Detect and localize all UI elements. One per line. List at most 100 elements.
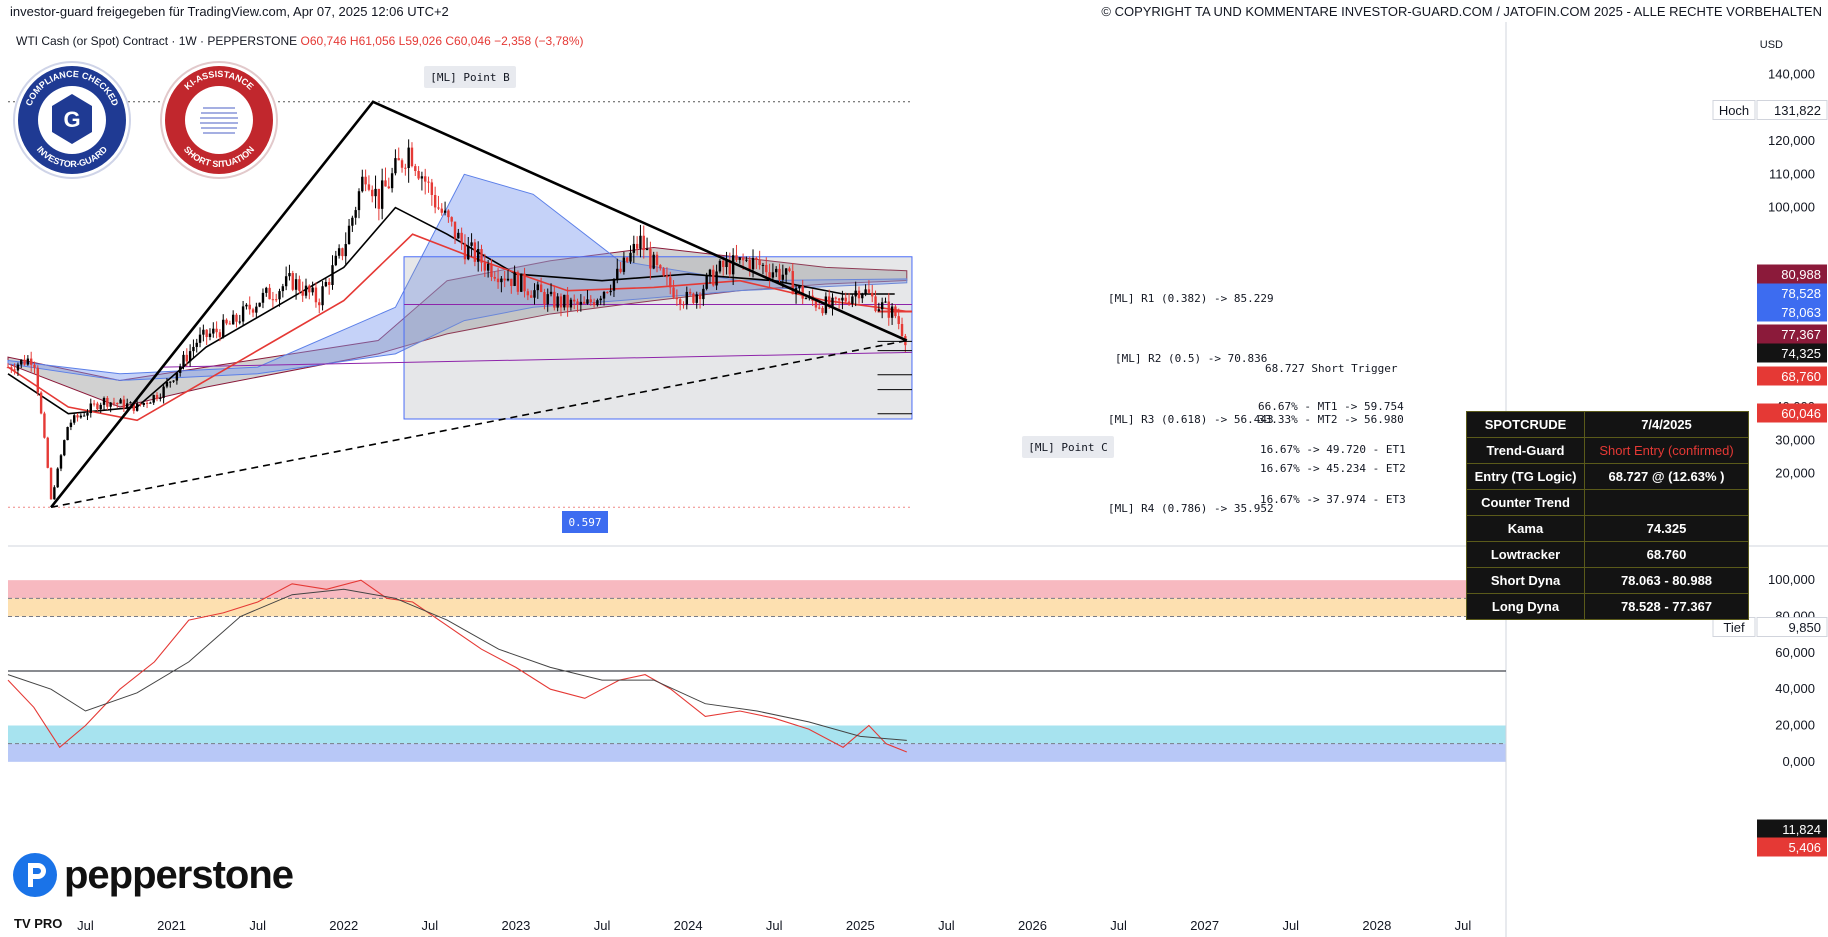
candle-body [397, 158, 400, 161]
candle-body [334, 255, 338, 266]
candle-body [361, 176, 364, 192]
candle-body [225, 319, 228, 324]
table-row: Entry (TG Logic) 68.727 @ (12.63% ) [1466, 463, 1749, 490]
price-tick-3: 100,000 [1768, 200, 1815, 215]
price-tag-4-bg [1757, 324, 1827, 344]
candle-body [308, 285, 311, 293]
candle-body [116, 403, 119, 405]
osc-tag-0-bg [1757, 819, 1827, 839]
candle-body [324, 282, 328, 287]
candle-body [404, 167, 407, 169]
candle-body [198, 334, 202, 343]
candle-body [463, 243, 467, 260]
series-kama-line [7, 206, 895, 415]
table-value: 7/4/2025 [1584, 411, 1749, 438]
candle-body [149, 402, 152, 404]
candle-body [503, 278, 506, 281]
candle-body [46, 437, 49, 468]
ml-r3-line [162, 351, 912, 368]
candle-body [698, 294, 702, 300]
candle-body [741, 257, 745, 261]
candle-body [344, 244, 347, 257]
table-key: Lowtracker [1466, 541, 1585, 568]
tradingview-pro-logo: TV PRO [14, 916, 63, 931]
candle-body [351, 217, 354, 226]
candle-body [380, 180, 384, 209]
candle-body [705, 275, 708, 289]
candle-body [79, 415, 83, 418]
candle-body [195, 342, 198, 347]
candle-body [427, 181, 430, 183]
table-key: Long Dyna [1466, 593, 1585, 620]
candle-body [433, 195, 437, 208]
candle-body [205, 329, 208, 338]
osc-band-2 [8, 725, 1506, 744]
candle-body [622, 257, 626, 272]
candle-body [321, 286, 324, 306]
candle-body [748, 259, 751, 270]
osc-band-0 [8, 580, 1506, 599]
candle-body [632, 243, 636, 253]
candle-body [894, 306, 897, 317]
candle-body [642, 235, 645, 251]
candle-body [556, 296, 559, 308]
candle-body [165, 381, 169, 387]
candle-body [841, 297, 844, 301]
candle-body [155, 394, 159, 399]
candle-body [526, 291, 530, 296]
candle-body [178, 366, 182, 373]
svg-text:G: G [63, 107, 80, 132]
candle-body [367, 184, 371, 190]
candle-body [510, 278, 513, 286]
price-tag-0-prefix-bg [1712, 100, 1756, 120]
ml-a-b-c-lines [50, 100, 908, 509]
candle-body [255, 306, 258, 313]
publish-info: investor-guard freigegeben für TradingVi… [10, 4, 449, 19]
time-tick-12: Jul [1110, 918, 1127, 933]
candle-body [102, 397, 106, 405]
price-tag-6: 68,760 [1781, 369, 1821, 384]
candle-body [788, 268, 791, 272]
pepperstone-icon [13, 853, 57, 897]
candle-body [135, 403, 139, 411]
time-tick-4: Jul [422, 918, 439, 933]
candle-body [6, 367, 10, 369]
candle-body [354, 210, 357, 218]
table-key: SPOTCRUDE [1466, 411, 1585, 438]
candle-body [106, 397, 109, 407]
candle-body [59, 455, 63, 469]
trend-guard-table: SPOTCRUDE 7/4/2025 Trend-Guard Short Entry … [1466, 411, 1749, 620]
candle-body [678, 299, 682, 305]
point-c-label: [ML] Point C [1028, 441, 1107, 454]
time-tick-8: Jul [766, 918, 783, 933]
table-value: 74.325 [1584, 515, 1749, 542]
candle-body [288, 273, 291, 277]
candle-body [238, 321, 241, 323]
candle-body [480, 249, 483, 263]
candle-body [801, 286, 804, 299]
candle-body [606, 291, 609, 293]
symbol-legend[interactable]: WTI Cash (or Spot) Contract · 1W · PEPPE… [16, 34, 584, 48]
candle-body [341, 248, 344, 257]
candle-body [546, 294, 549, 305]
osc-tick-5: 0,000 [1782, 754, 1815, 769]
candle-body [712, 269, 715, 286]
price-tick-2: 110,000 [1769, 166, 1815, 181]
candle-body [271, 299, 275, 301]
candle-body [162, 386, 165, 398]
osc-tick-4: 20,000 [1775, 718, 1815, 733]
candle-body [831, 297, 834, 307]
candle-body [407, 147, 410, 168]
time-tick-5: 2023 [501, 918, 530, 933]
candle-body [563, 294, 566, 308]
compliance-seal: G COMPLIANCE CHECKED INVESTOR-GUARD [13, 61, 131, 179]
candle-body [384, 180, 387, 187]
candle-body [235, 314, 238, 322]
time-tick-16: Jul [1455, 918, 1472, 933]
candle-body [784, 268, 788, 275]
candle-body [99, 404, 102, 410]
candle-body [884, 301, 887, 303]
price-tag-4: 77,367 [1781, 327, 1821, 342]
price-tag-8: 9,850 [1788, 620, 1821, 635]
